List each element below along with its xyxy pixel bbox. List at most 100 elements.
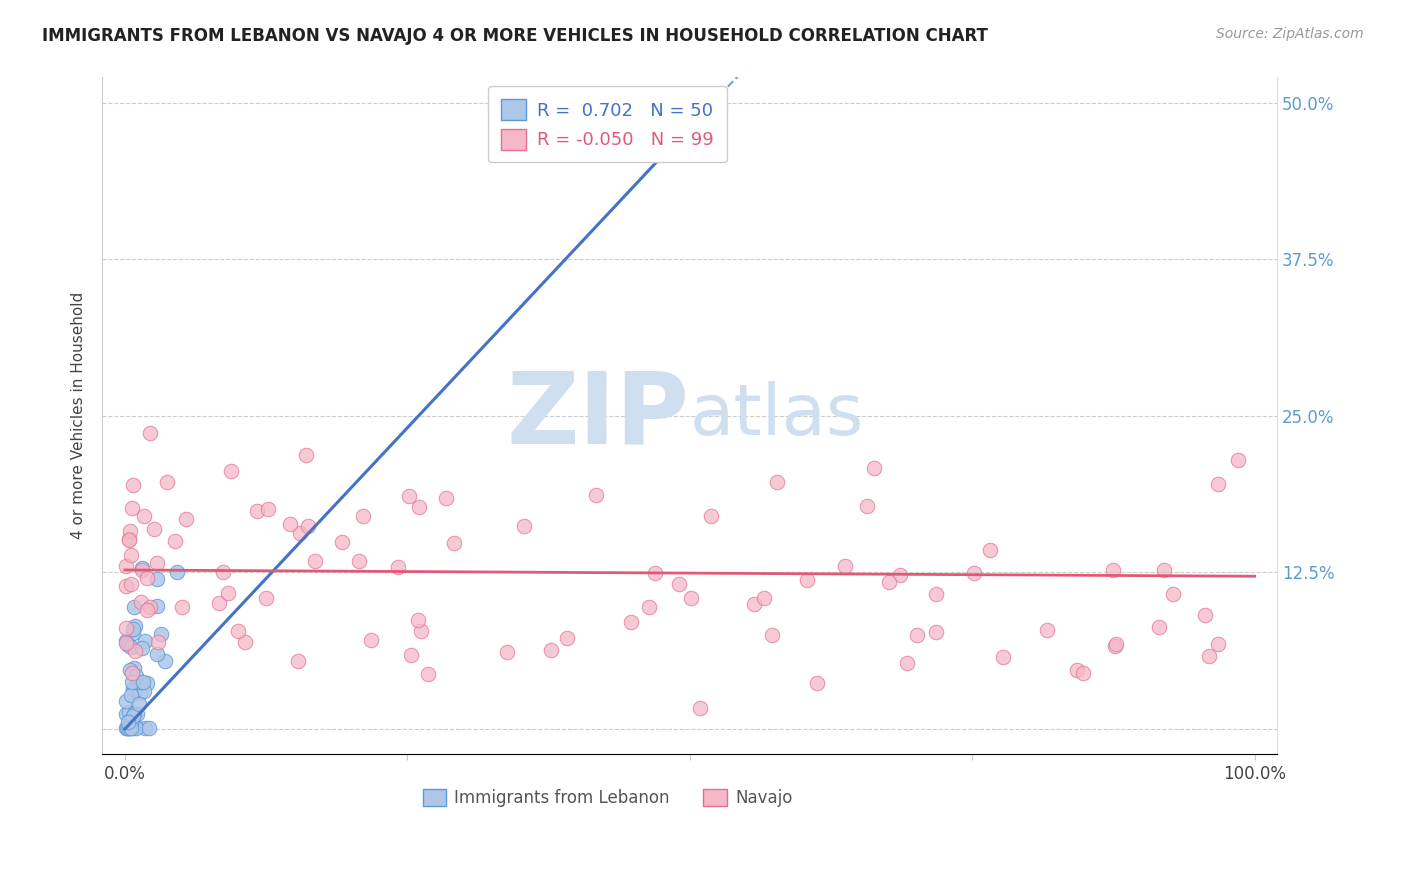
Point	[217, 585, 239, 599]
Point	[135, 676, 157, 690]
Point	[120, 721, 142, 735]
Point	[257, 502, 280, 516]
Legend: Immigrants from Lebanon, Navajo: Immigrants from Lebanon, Navajo	[416, 782, 799, 814]
Point	[143, 522, 166, 536]
Point	[122, 600, 145, 615]
Point	[352, 508, 374, 523]
Point	[211, 565, 233, 579]
Point	[120, 640, 142, 654]
Point	[297, 519, 319, 533]
Point	[679, 591, 702, 605]
Point	[125, 669, 148, 683]
Point	[925, 625, 948, 640]
Point	[585, 488, 607, 502]
Point	[115, 636, 138, 650]
Point	[131, 640, 153, 655]
Point	[398, 489, 420, 503]
Point	[877, 575, 900, 590]
Point	[139, 426, 162, 441]
Point	[208, 596, 231, 610]
Point	[120, 721, 142, 735]
Point	[122, 709, 145, 723]
Point	[138, 721, 160, 735]
Point	[150, 626, 173, 640]
Point	[132, 684, 155, 698]
Point	[115, 579, 138, 593]
Point	[495, 645, 517, 659]
Point	[408, 500, 430, 515]
Point	[387, 560, 409, 574]
Point	[246, 504, 269, 518]
Point	[1071, 665, 1094, 680]
Point	[118, 663, 141, 677]
Point	[120, 549, 142, 563]
Point	[118, 714, 141, 728]
Point	[907, 628, 929, 642]
Point	[131, 561, 153, 575]
Point	[304, 553, 326, 567]
Point	[117, 721, 139, 735]
Point	[409, 624, 432, 639]
Point	[254, 591, 277, 605]
Point	[146, 572, 169, 586]
Point	[1227, 453, 1250, 467]
Point	[1194, 607, 1216, 622]
Point	[115, 694, 138, 708]
Point	[226, 624, 249, 639]
Point	[124, 719, 146, 733]
Point	[700, 508, 723, 523]
Point	[117, 638, 139, 652]
Point	[796, 573, 818, 587]
Point	[115, 621, 138, 635]
Point	[120, 576, 142, 591]
Point	[1105, 637, 1128, 651]
Point	[124, 619, 146, 633]
Point	[834, 559, 856, 574]
Point	[638, 600, 661, 615]
Point	[121, 681, 143, 696]
Point	[121, 500, 143, 515]
Point	[124, 721, 146, 735]
Y-axis label: 4 or more Vehicles in Household: 4 or more Vehicles in Household	[72, 293, 86, 540]
Text: atlas: atlas	[690, 381, 865, 450]
Text: Source: ZipAtlas.com: Source: ZipAtlas.com	[1216, 27, 1364, 41]
Point	[766, 475, 789, 490]
Point	[115, 721, 138, 735]
Point	[856, 499, 879, 513]
Point	[360, 633, 382, 648]
Point	[979, 542, 1001, 557]
Point	[620, 615, 643, 630]
Point	[136, 603, 159, 617]
Point	[135, 571, 157, 585]
Point	[1161, 587, 1184, 601]
Point	[761, 628, 783, 642]
Point	[644, 566, 666, 581]
Point	[156, 475, 179, 490]
Point	[1198, 648, 1220, 663]
Point	[290, 526, 312, 541]
Point	[540, 642, 562, 657]
Point	[146, 556, 169, 570]
Point	[165, 534, 187, 549]
Point	[925, 587, 948, 601]
Point	[1066, 663, 1088, 677]
Point	[128, 675, 150, 690]
Point	[146, 635, 169, 649]
Point	[689, 700, 711, 714]
Point	[122, 721, 145, 735]
Point	[896, 656, 918, 670]
Point	[557, 631, 579, 645]
Point	[863, 460, 886, 475]
Point	[889, 567, 911, 582]
Point	[443, 536, 465, 550]
Point	[122, 661, 145, 675]
Point	[115, 707, 138, 722]
Point	[752, 591, 775, 606]
Point	[1147, 620, 1170, 634]
Point	[399, 648, 422, 662]
Point	[128, 697, 150, 711]
Point	[117, 715, 139, 730]
Point	[124, 644, 146, 658]
Point	[122, 683, 145, 698]
Point	[963, 566, 986, 580]
